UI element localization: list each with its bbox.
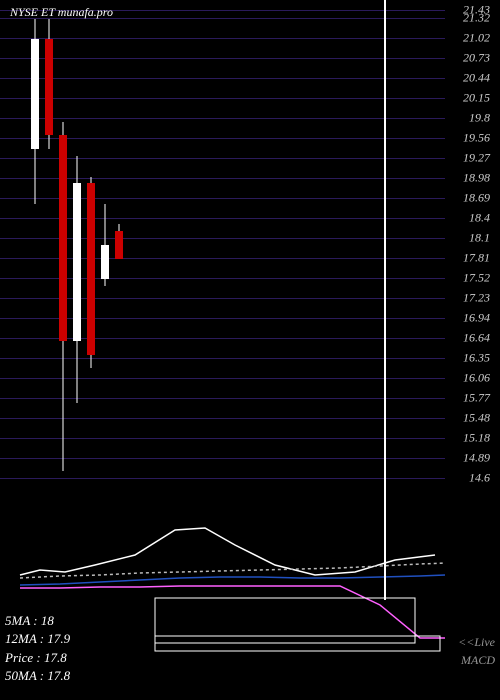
y-axis-label: 16.64	[463, 331, 490, 346]
y-axis-label: 21.02	[463, 31, 490, 46]
y-axis-label: 19.27	[463, 151, 490, 166]
ma12-label: 12MA : 17.9	[5, 630, 70, 648]
indicator-box	[155, 598, 415, 643]
info-panel: 5MA : 18 12MA : 17.9 Price : 17.8 50MA :…	[5, 612, 70, 685]
candle	[30, 0, 40, 700]
y-axis-label: 16.35	[463, 351, 490, 366]
y-axis-label: 20.73	[463, 51, 490, 66]
y-axis-label: 15.18	[463, 431, 490, 446]
y-axis-label: 17.23	[463, 291, 490, 306]
indicator-line	[20, 575, 445, 585]
candle-body	[45, 39, 53, 135]
ma5-label: 5MA : 18	[5, 612, 70, 630]
candle-body	[59, 135, 67, 341]
y-axis-label: 18.4	[469, 211, 490, 226]
macd-label: MACD	[461, 653, 495, 668]
y-axis-label: 14.89	[463, 451, 490, 466]
y-axis-label: 17.81	[463, 251, 490, 266]
candle-body	[101, 245, 109, 279]
y-axis-label: 20.15	[463, 91, 490, 106]
y-axis-label: 19.56	[463, 131, 490, 146]
price-label: Price : 17.8	[5, 649, 70, 667]
live-label: <<Live	[458, 635, 495, 650]
candle-body	[31, 39, 39, 149]
indicator-box	[155, 636, 440, 651]
y-axis-label: 15.77	[463, 391, 490, 406]
y-axis-label: 15.48	[463, 411, 490, 426]
candle	[44, 0, 54, 700]
chart-title: NYSE ET munafa.pro	[10, 5, 113, 20]
y-axis-label: 16.06	[463, 371, 490, 386]
y-axis-label: 17.52	[463, 271, 490, 286]
candle-body	[73, 183, 81, 341]
candle	[86, 0, 96, 700]
candle	[100, 0, 110, 700]
y-axis-label: 14.6	[469, 471, 490, 486]
indicator-line	[20, 563, 445, 578]
candle	[58, 0, 68, 700]
y-axis-label: 19.8	[469, 111, 490, 126]
candle	[114, 0, 124, 700]
y-axis-label: 18.1	[469, 231, 490, 246]
y-axis-label: 20.44	[463, 71, 490, 86]
candlestick-chart: NYSE ET munafa.pro 21.4321.3221.0220.732…	[0, 0, 500, 700]
y-axis-label: 21.32	[463, 11, 490, 26]
y-axis-label: 18.98	[463, 171, 490, 186]
y-axis-label: 16.94	[463, 311, 490, 326]
indicator-line	[20, 586, 445, 638]
candle-body	[115, 231, 123, 258]
y-axis-label: 18.69	[463, 191, 490, 206]
candle	[72, 0, 82, 700]
indicator-line	[20, 528, 435, 575]
ma50-label: 50MA : 17.8	[5, 667, 70, 685]
candle-body	[87, 183, 95, 354]
